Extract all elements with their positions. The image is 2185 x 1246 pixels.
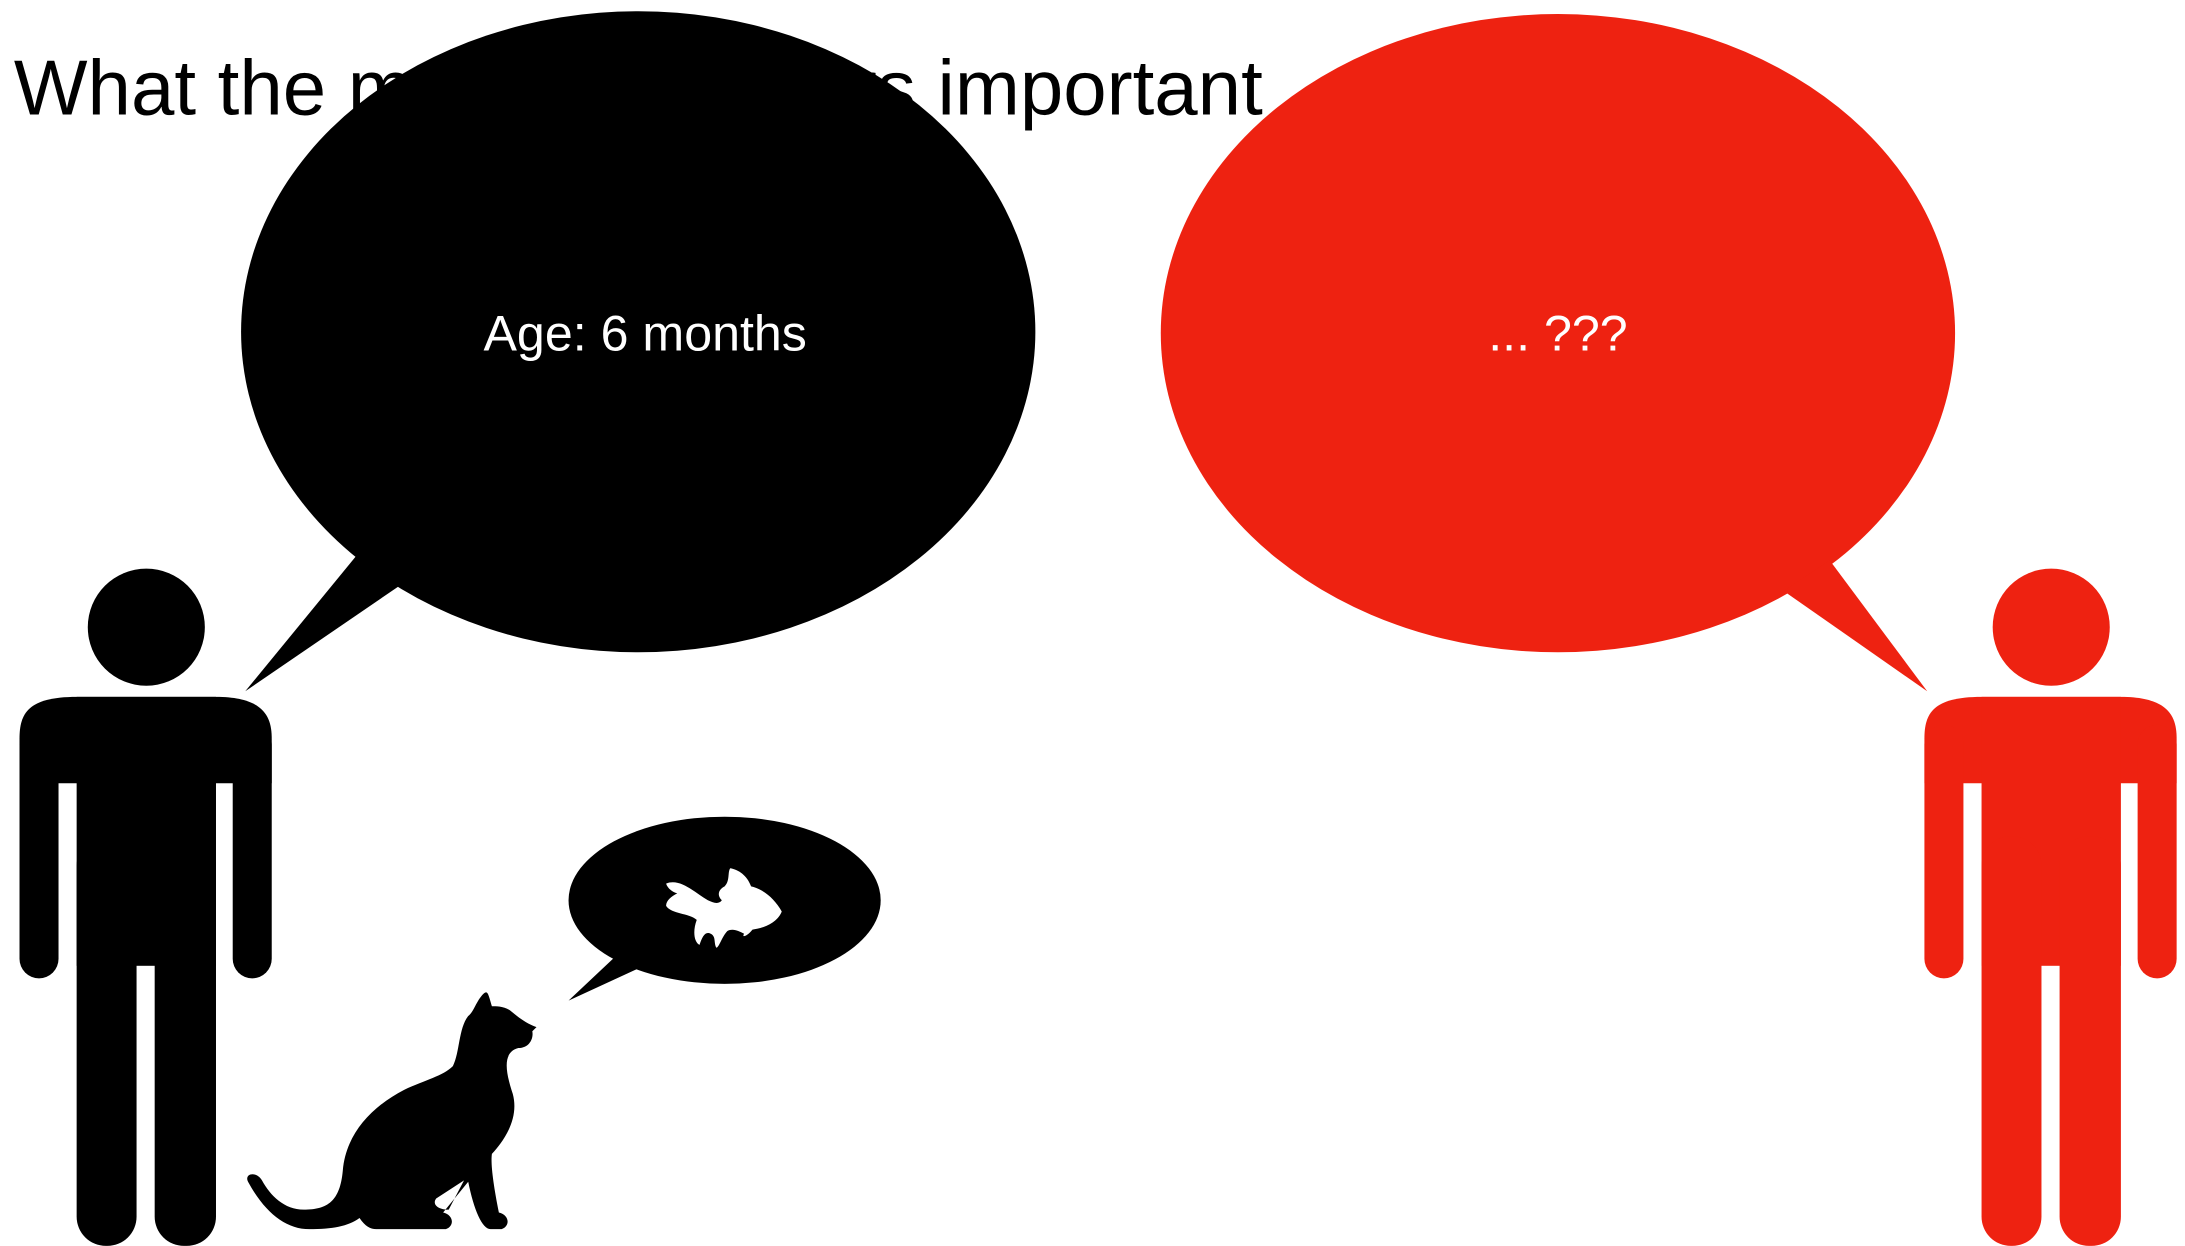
left-person [19, 568, 272, 1246]
right-bubble-text: ... ??? [1488, 306, 1627, 362]
left-speech-bubble [241, 11, 1036, 692]
right-speech-bubble [1160, 14, 1956, 692]
cat [247, 992, 537, 1230]
cat-speech-bubble [568, 816, 881, 1001]
right-person [1924, 568, 2177, 1246]
left-bubble-text: Age: 6 months [483, 306, 806, 362]
